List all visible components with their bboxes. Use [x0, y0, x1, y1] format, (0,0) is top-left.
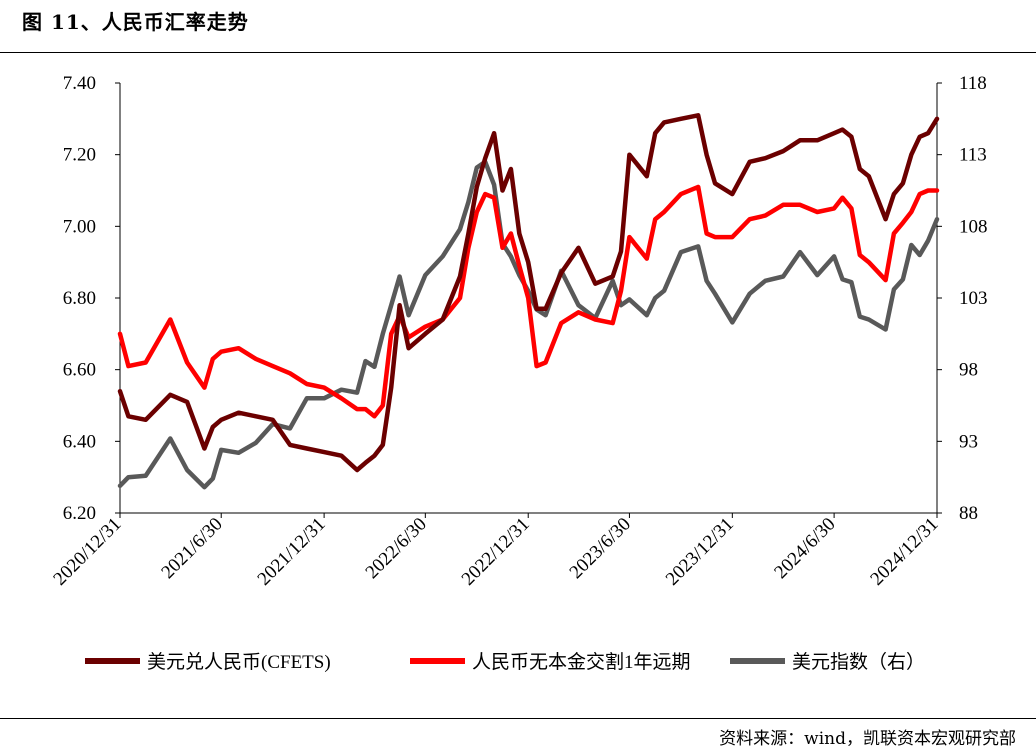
y-left-tick-label: 7.40	[63, 73, 96, 94]
top-rule	[0, 52, 1036, 53]
x-tick-label: 2022/6/30	[362, 514, 431, 583]
series-line-3	[117, 159, 940, 490]
y-right-tick-label: 113	[959, 145, 987, 166]
y-right-tick-label: 88	[959, 503, 978, 524]
chart-axes: 6.20 6.40 6.60 6.80 7.00 7.20 7.40 88 93 98 103 108…	[49, 73, 987, 590]
y-left-tick-label: 7.00	[63, 216, 96, 237]
x-tick-label: 2020/12/31	[49, 514, 125, 590]
legend-label-3: 美元指数（右）	[792, 651, 925, 673]
y-left-tick-label: 6.80	[63, 288, 96, 309]
x-tick-label: 2024/12/31	[866, 514, 942, 590]
bottom-rule	[0, 718, 1036, 719]
x-tick-label: 2021/6/30	[157, 514, 226, 583]
chart-lines	[117, 113, 940, 490]
series-line-2	[117, 184, 940, 419]
y-left-tick-label: 7.20	[63, 145, 96, 166]
legend-label-2: 人民币无本金交割1年远期	[472, 651, 691, 673]
legend-label-1: 美元兑人民币(CFETS)	[147, 651, 331, 673]
y-right-tick-label: 118	[959, 73, 987, 94]
y-left-tick-label: 6.20	[63, 503, 96, 524]
x-tick-label: 2023/6/30	[566, 514, 635, 583]
y-right-tick-label: 93	[959, 431, 978, 452]
figure-title: 图 11、人民币汇率走势	[22, 10, 249, 34]
x-tick-label: 2021/12/31	[254, 514, 330, 590]
y-left-tick-label: 6.40	[63, 431, 96, 452]
y-right-tick-label: 108	[959, 216, 988, 237]
y-left-tick-label: 6.60	[63, 360, 96, 381]
source-note: 资料来源：wind，凯联资本宏观研究部	[719, 729, 1016, 749]
x-tick-label: 2024/6/30	[770, 514, 839, 583]
exchange-rate-chart: 6.20 6.40 6.60 6.80 7.00 7.20 7.40 88 93 98 103 108…	[49, 73, 987, 673]
chart-legend: 美元兑人民币(CFETS) 人民币无本金交割1年远期 美元指数（右）	[85, 651, 925, 673]
x-tick-label: 2022/12/31	[458, 514, 534, 590]
y-right-tick-label: 103	[959, 288, 988, 309]
series-line-1	[117, 113, 940, 473]
x-tick-label: 2023/12/31	[662, 514, 738, 590]
y-right-tick-label: 98	[959, 360, 978, 381]
